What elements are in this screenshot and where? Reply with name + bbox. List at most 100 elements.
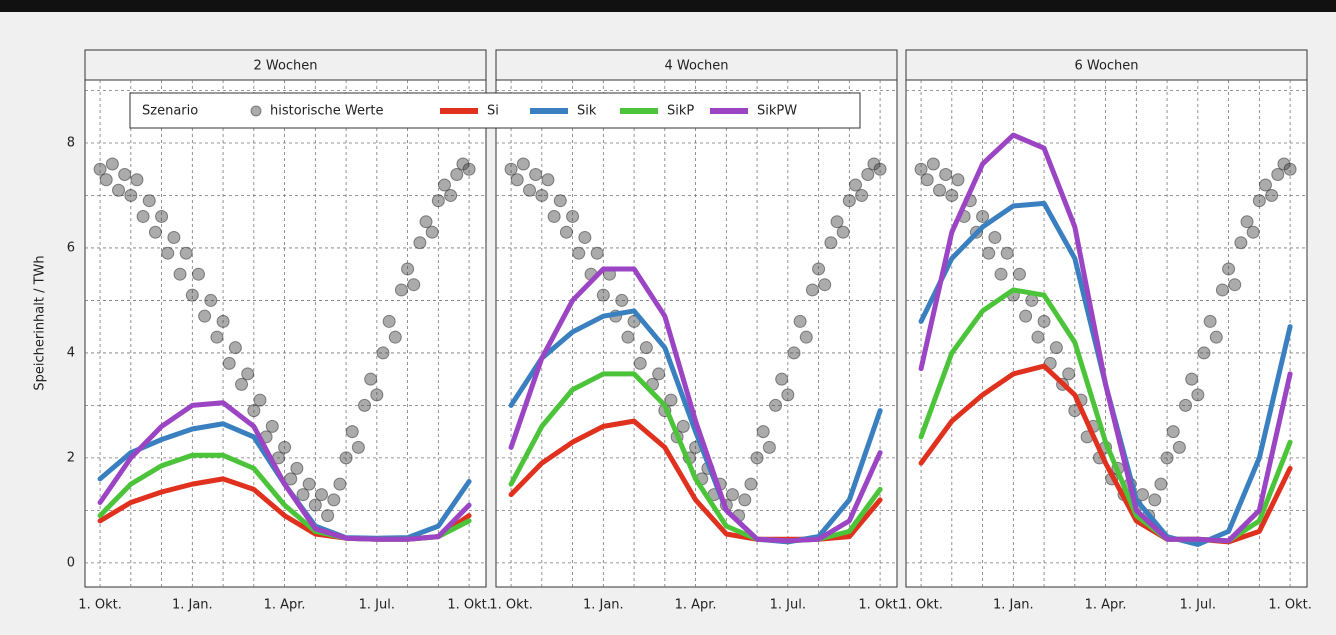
historic-point [1246, 225, 1260, 239]
historic-point [1222, 262, 1236, 276]
x-tick-label: 1. Okt. [858, 598, 902, 613]
historic-point [842, 194, 856, 208]
historic-point [1160, 451, 1174, 465]
historic-point [1265, 188, 1279, 202]
historic-point [167, 230, 181, 244]
panel [906, 80, 1307, 587]
historic-point [769, 398, 783, 412]
historic-point [241, 367, 255, 381]
historic-point [173, 267, 187, 281]
historic-point [93, 162, 107, 176]
historic-point [818, 278, 832, 292]
historic-point [314, 488, 328, 502]
series-line [508, 266, 883, 544]
x-tick-label: 1. Jul. [1180, 598, 1216, 613]
historic-point [933, 183, 947, 197]
historic-point [130, 173, 144, 187]
historic-point [1179, 398, 1193, 412]
historic-point [738, 493, 752, 507]
panel-title: 4 Wochen [664, 59, 728, 74]
historic-point [578, 230, 592, 244]
historic-point [848, 178, 862, 192]
historic-point [388, 330, 402, 344]
historic-point [793, 314, 807, 328]
historic-point [437, 178, 451, 192]
series-line [918, 132, 1293, 544]
historic-point [1271, 167, 1285, 181]
historic-point [1031, 330, 1045, 344]
historic-point [333, 477, 347, 491]
historic-point [124, 188, 138, 202]
historic-point [1258, 178, 1272, 192]
x-tick-label: 1. Apr. [675, 598, 717, 613]
legend-title: Szenario [142, 104, 198, 119]
historic-point [633, 356, 647, 370]
historic-point [382, 314, 396, 328]
historic-point [750, 451, 764, 465]
historic-point [222, 356, 236, 370]
historic-point [547, 209, 561, 223]
historic-point [855, 188, 869, 202]
historic-point [775, 372, 789, 386]
historic-point [676, 419, 690, 433]
historic-point [535, 188, 549, 202]
historic-point [510, 173, 524, 187]
historic-point [290, 461, 304, 475]
historic-point [1019, 309, 1033, 323]
historic-point [155, 209, 169, 223]
legend-label: Sik [577, 104, 597, 119]
historic-point [805, 283, 819, 297]
historic-point [1012, 267, 1026, 281]
historic-point [615, 293, 629, 307]
historic-point [572, 246, 586, 260]
historic-point [787, 346, 801, 360]
panel [496, 80, 897, 587]
historic-point [529, 167, 543, 181]
historic-point [1037, 314, 1051, 328]
historic-point [1049, 341, 1063, 355]
historic-point [118, 167, 132, 181]
historic-point [939, 167, 953, 181]
historic-point [861, 167, 875, 181]
historic-point [994, 267, 1008, 281]
series-line [97, 400, 472, 542]
historic-point [216, 314, 230, 328]
panel-title: 6 Wochen [1074, 59, 1138, 74]
historic-point [1240, 215, 1254, 229]
historic-point [450, 167, 464, 181]
historic-point [364, 372, 378, 386]
historic-point [401, 262, 415, 276]
historic-point [413, 236, 427, 250]
legend-label: SikP [667, 104, 694, 119]
historic-point [1148, 493, 1162, 507]
historic-point [541, 173, 555, 187]
historic-point [308, 498, 322, 512]
historic-point [945, 188, 959, 202]
x-tick-label: 1. Okt. [447, 598, 491, 613]
historic-point [1203, 314, 1217, 328]
x-tick-label: 1. Okt. [899, 598, 943, 613]
historic-point [504, 162, 518, 176]
historic-point [179, 246, 193, 260]
historic-point [253, 393, 267, 407]
historic-point [198, 309, 212, 323]
x-tick-label: 1. Okt. [489, 598, 533, 613]
historic-point [756, 425, 770, 439]
historic-point [1191, 388, 1205, 402]
x-tick-label: 1. Jan. [172, 598, 213, 613]
historic-point [836, 225, 850, 239]
historic-point [762, 440, 776, 454]
historic-point [982, 246, 996, 260]
historic-point [302, 477, 316, 491]
x-tick-label: 1. Okt. [78, 598, 122, 613]
historic-point [914, 162, 928, 176]
panel-header [84, 49, 487, 81]
historic-point [278, 440, 292, 454]
historic-point [664, 393, 678, 407]
historic-point [431, 194, 445, 208]
historic-point [296, 488, 310, 502]
historic-point [462, 162, 476, 176]
historic-point [1215, 283, 1229, 297]
historic-point [136, 209, 150, 223]
historic-point [191, 267, 205, 281]
